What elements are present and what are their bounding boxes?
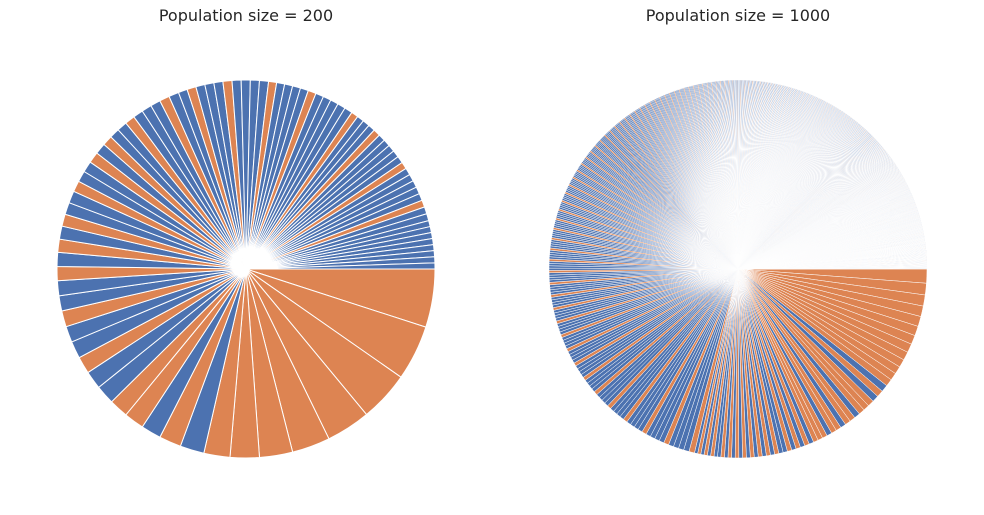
- pie-chart-1000: [548, 79, 928, 459]
- pie-chart-200: [56, 79, 436, 459]
- pie-chart-panel-1000: Population size = 1000: [492, 0, 984, 515]
- pie-chart-panel-200: Population size = 200: [56, 6, 436, 459]
- chart-title: Population size = 200: [158, 6, 334, 25]
- chart-title: Population size = 1000: [645, 6, 831, 25]
